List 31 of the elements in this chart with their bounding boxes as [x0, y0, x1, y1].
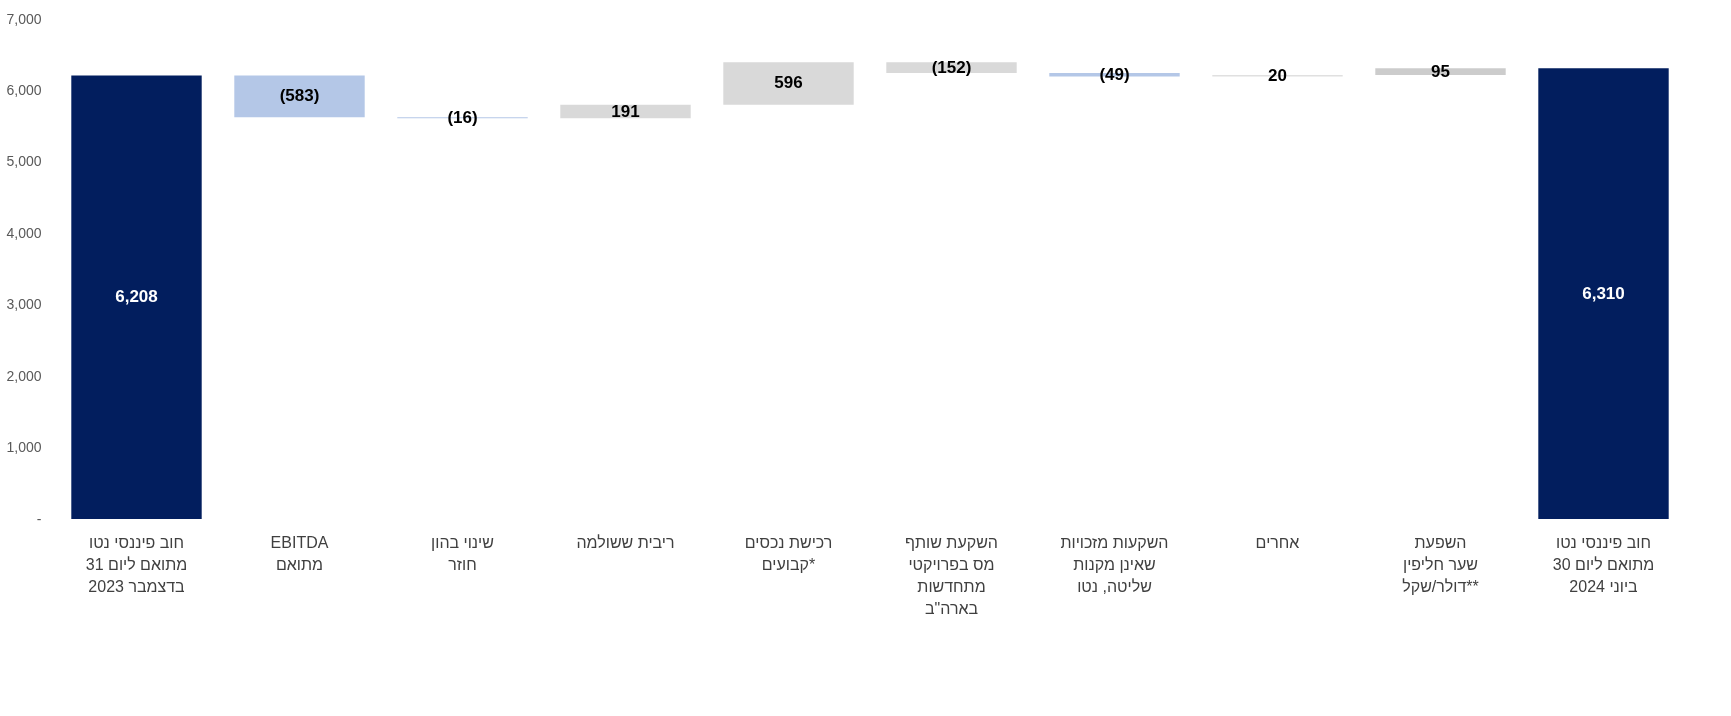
y-tick-label: 3,000 — [6, 296, 42, 313]
data-label: 95 — [1431, 61, 1450, 81]
y-tick-label: 1,000 — [6, 439, 42, 456]
y-tick-label: 7,000 — [6, 10, 42, 27]
x-tick-label: שינוי בהון חוזר — [431, 534, 494, 573]
data-label: 596 — [774, 73, 803, 93]
data-label: 191 — [611, 101, 640, 121]
x-tick-label: השקעות מזכויות שאינן מקנות שליטה, נטו — [1060, 534, 1169, 595]
x-tick-label: רכישת נכסים קבועים* — [744, 534, 833, 573]
x-tick-label: חוב פיננסי נטו מתואם ליום 31 בדצמבר 2023 — [85, 534, 188, 595]
x-tick-label: אחרים — [1255, 534, 1300, 551]
data-label: (16) — [447, 107, 478, 127]
x-tick-label: השפעת שער חליפין דולר/שקל** — [1402, 534, 1479, 595]
x-tick-label: ריבית ששולמה — [576, 534, 675, 551]
x-tick-label: חוב פיננסי נטו מתואם ליום 30 ביוני 2024 — [1552, 534, 1655, 595]
y-tick-label: - — [36, 510, 42, 527]
bar — [71, 75, 202, 519]
data-label: 6,310 — [1582, 283, 1625, 303]
data-label: 6,208 — [115, 287, 158, 307]
y-tick-label: 2,000 — [6, 367, 42, 384]
bar — [723, 62, 854, 105]
data-label: (49) — [1099, 64, 1130, 84]
data-label: (583) — [279, 86, 320, 106]
y-tick-label: 4,000 — [6, 224, 42, 241]
data-label: (152) — [931, 57, 972, 77]
y-tick-label: 5,000 — [6, 153, 42, 170]
data-label: 20 — [1268, 65, 1287, 85]
y-tick-label: 6,000 — [6, 81, 42, 98]
bar — [234, 75, 365, 118]
bar — [1538, 68, 1669, 519]
x-tick-label: השקעת שותף מס בפרויקטי מתחדשות בארה"ב — [905, 534, 998, 617]
